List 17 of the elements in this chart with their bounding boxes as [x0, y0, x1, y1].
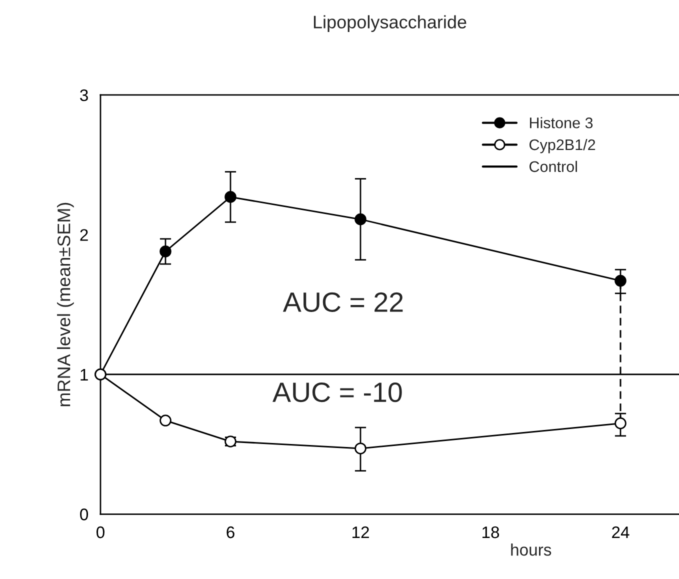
legend-label: Cyp2B1/2	[530, 138, 596, 154]
y-axis-title: mRNA level (mean±SEM)	[57, 202, 74, 406]
y-tick-label: 1	[80, 368, 88, 380]
annotation: AUC = -10	[272, 382, 402, 402]
x-axis-title: hours	[511, 543, 552, 556]
y-tick-label: 3	[80, 89, 88, 102]
y-tick-label: 2	[80, 229, 88, 241]
y-tick-label: 0	[80, 508, 88, 520]
x-tick-label: 6	[226, 526, 234, 538]
legend-label: Histone 3	[530, 117, 593, 128]
chart-title: Lipopolysaccharide	[314, 15, 466, 32]
x-tick-label: 0	[96, 526, 104, 538]
annotation: AUC = 22	[282, 292, 403, 312]
legend-label: Control	[530, 160, 577, 172]
x-tick-label: 24	[612, 526, 630, 538]
x-tick-label: 18	[482, 526, 500, 538]
x-tick-label: 12	[352, 526, 369, 538]
